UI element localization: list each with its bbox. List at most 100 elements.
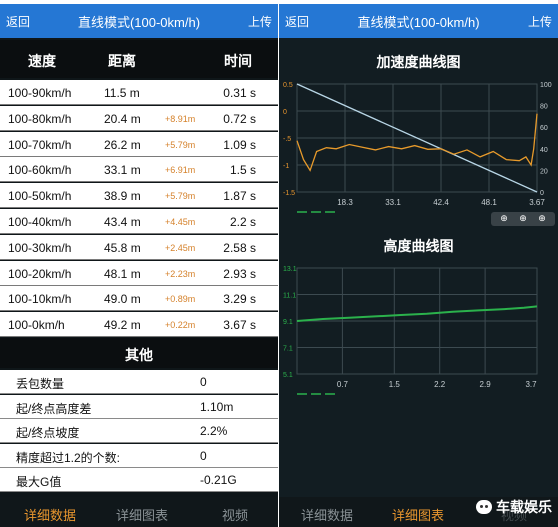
other-value: 1.10m xyxy=(200,399,234,414)
y-right-tick-label: 0 xyxy=(540,190,544,197)
distance-cell: 49.2 m xyxy=(104,318,141,333)
distance-cell: 20.4 m xyxy=(104,111,141,126)
zoom-in-icon[interactable]: ⊕ xyxy=(500,213,508,223)
y-right-tick-label: 100 xyxy=(540,82,552,89)
table-row: 100-0km/h 49.2 m +0.22m 3.67 s xyxy=(0,312,278,338)
detail-data-panel: 返回 直线模式(100-0km/h) 上传 速度 距离 时间 100-90km/… xyxy=(0,4,278,527)
table-row: 100-30km/h 45.8 m +2.45m 2.58 s xyxy=(0,234,278,260)
header-speed: 速度 xyxy=(28,53,56,69)
table-row: 100-50km/h 38.9 m +5.79m 1.87 s xyxy=(0,183,278,209)
time-cell: 3.67 s xyxy=(223,318,256,333)
watermark-text: 车载娱乐 xyxy=(496,499,552,515)
tab-detail-data[interactable]: 详细数据 xyxy=(24,508,77,523)
y-right-tick-label: 80 xyxy=(540,104,548,111)
table-row: 100-90km/h 11.5 m 0.31 s xyxy=(0,80,278,105)
distance-diff-cell: +8.91m xyxy=(165,113,196,124)
x-tick-label: 18.3 xyxy=(337,198,353,207)
speed-cell: 100-0km/h xyxy=(8,318,65,333)
other-row: 起/终点坡度 2.2% xyxy=(0,419,278,444)
x-tick-label: 48.1 xyxy=(481,198,497,207)
speed-cell: 100-50km/h xyxy=(8,189,72,204)
y-tick-label: 11.1 xyxy=(283,293,296,300)
altitude-chart: 0.7 1.5 2.2 2.9 3.7 13.1 11.1 9.1 7.1 5.1 xyxy=(283,266,538,395)
time-cell: 2.93 s xyxy=(223,266,256,281)
distance-cell: 33.1 m xyxy=(104,163,141,178)
distance-diff-cell: +4.45m xyxy=(165,217,196,227)
speed-cell: 100-30km/h xyxy=(8,240,72,255)
x-tick-label: 2.9 xyxy=(480,380,492,389)
other-value: 0 xyxy=(200,375,207,389)
speed-series-line xyxy=(296,83,538,193)
tab-detail-chart[interactable]: 详细图表 xyxy=(116,508,169,523)
acceleration-chart: 18.3 33.1 42.4 48.1 3.67 0.5 0 -.5 -1 -1.5 100 80 60… xyxy=(283,82,552,213)
back-button[interactable]: 返回 xyxy=(6,15,31,29)
y-tick-label: 7.1 xyxy=(283,346,293,353)
y-tick-label: 5.1 xyxy=(283,372,293,379)
other-label: 最大G值 xyxy=(16,475,62,490)
other-label: 精度超过1.2的个数: xyxy=(16,450,121,465)
tab-video[interactable]: 视频 xyxy=(222,508,249,523)
distance-diff-cell: +0.22m xyxy=(165,320,196,331)
time-cell: 3.29 s xyxy=(223,292,256,307)
distance-cell: 38.9 m xyxy=(104,189,141,204)
time-cell: 0.31 s xyxy=(223,86,256,100)
distance-cell: 11.5 m xyxy=(104,86,140,100)
distance-cell: 49.0 m xyxy=(104,292,141,307)
speed-cell: 100-40km/h xyxy=(8,215,72,229)
tab-detail-chart[interactable]: 详细图表 xyxy=(392,508,445,523)
speed-cell: 100-80km/h xyxy=(8,111,72,126)
table-row: 100-80km/h 20.4 m +8.91m 0.72 s xyxy=(0,105,278,131)
y-left-tick-label: 0.5 xyxy=(283,82,293,89)
y-right-tick-label: 40 xyxy=(540,147,548,154)
x-tick-label: 33.1 xyxy=(385,198,401,207)
upload-button[interactable]: 上传 xyxy=(247,15,272,29)
header-distance: 距离 xyxy=(108,53,136,69)
left-top-bar: 返回 直线模式(100-0km/h) 上传 xyxy=(0,4,278,38)
zoom-out-icon[interactable]: ⊕ xyxy=(538,213,546,223)
other-label: 起/终点坡度 xyxy=(16,426,80,441)
detail-chart-panel: 返回 直线模式(100-0km/h) 上传 加速度曲线图 18.3 33.1 42.… xyxy=(279,4,558,527)
x-tick-label: 1.5 xyxy=(389,380,401,389)
other-label: 丢包数量 xyxy=(16,377,65,391)
table-row: 100-10km/h 49.0 m +0.89m 3.29 s xyxy=(0,286,278,312)
right-tab-bar: 详细数据 详细图表 视频 xyxy=(279,497,558,527)
back-button[interactable]: 返回 xyxy=(285,15,310,29)
time-cell: 2.58 s xyxy=(223,240,256,255)
altitude-chart-title: 高度曲线图 xyxy=(383,238,454,254)
tab-detail-data[interactable]: 详细数据 xyxy=(301,508,354,523)
left-tab-bar: 详细数据 详细图表 视频 xyxy=(0,497,278,527)
watermark: 车载娱乐 xyxy=(476,497,552,517)
other-row: 精度超过1.2的个数: 0 xyxy=(0,443,278,468)
y-left-tick-label: -1.5 xyxy=(283,190,295,197)
distance-cell: 45.8 m xyxy=(104,240,141,255)
right-top-bar: 返回 直线模式(100-0km/h) 上传 xyxy=(279,4,558,38)
other-value: 0 xyxy=(200,448,207,463)
table-row: 100-70km/h 26.2 m +5.79m 1.09 s xyxy=(0,131,278,157)
other-row: 最大G值 -0.21G xyxy=(0,468,278,493)
zoom-reset-icon[interactable]: ⊕ xyxy=(519,213,527,223)
distance-diff-cell: +2.23m xyxy=(165,268,196,279)
upload-button[interactable]: 上传 xyxy=(527,15,552,29)
other-section-title: 其他 xyxy=(0,338,278,368)
distance-diff-cell: +6.91m xyxy=(165,165,196,176)
header-time: 时间 xyxy=(224,53,252,69)
time-cell: 1.09 s xyxy=(223,137,256,152)
table-row: 100-20km/h 48.1 m +2.23m 2.93 s xyxy=(0,260,278,286)
x-tick-label: 42.4 xyxy=(433,198,449,207)
acceleration-series-line xyxy=(296,113,538,172)
table-row: 100-60km/h 33.1 m +6.91m 1.5 s xyxy=(0,157,278,183)
acceleration-chart-title: 加速度曲线图 xyxy=(376,54,461,70)
time-cell: 0.72 s xyxy=(223,111,256,126)
zoom-controls: ⊕ ⊕ ⊕ xyxy=(491,212,555,226)
x-tick-label: 3.7 xyxy=(525,380,537,389)
y-left-tick-label: -1 xyxy=(283,163,289,170)
other-label: 起/终点高度差 xyxy=(16,401,92,416)
other-value: -0.21G xyxy=(200,473,237,488)
x-tick-label: 0.7 xyxy=(337,380,349,389)
tab-video[interactable]: 视频 xyxy=(501,508,528,523)
wechat-icon xyxy=(476,500,492,514)
x-tick-label: 3.67 xyxy=(529,198,545,207)
altitude-series-line xyxy=(296,305,538,322)
time-cell: 1.87 s xyxy=(223,189,256,204)
y-left-tick-label: -.5 xyxy=(283,136,291,143)
